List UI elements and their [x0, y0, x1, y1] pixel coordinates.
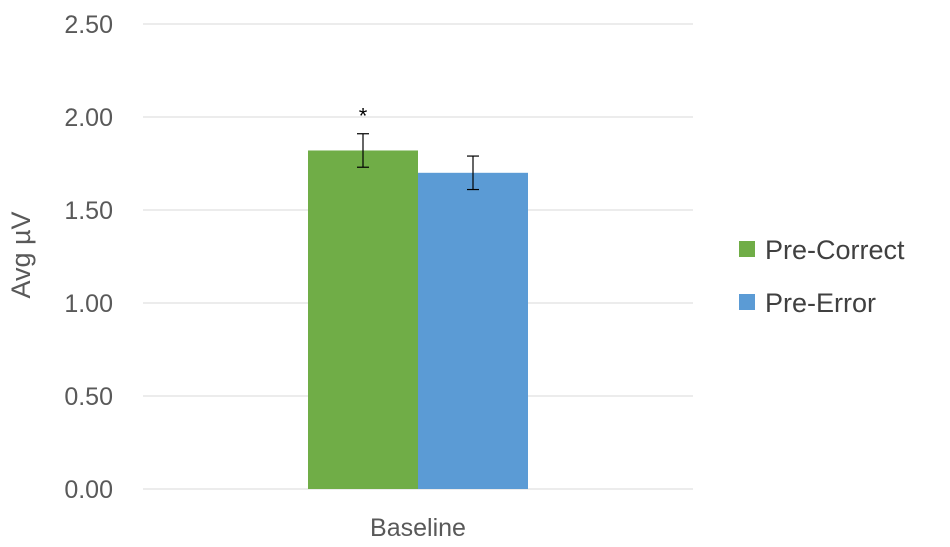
legend-label: Pre-Correct — [765, 235, 905, 265]
y-axis-ticks: 0.00 0.50 1.00 1.50 2.00 2.50 — [64, 11, 113, 504]
bar-pre-error — [418, 172, 528, 490]
y-tick-label: 0.50 — [64, 383, 113, 411]
legend-swatch — [739, 294, 755, 310]
significance-marker: * — [359, 104, 368, 129]
y-tick-label: 2.00 — [64, 104, 113, 132]
y-tick-label: 1.00 — [64, 290, 113, 318]
y-tick-label: 2.50 — [64, 11, 113, 39]
x-tick-label: Baseline — [370, 514, 466, 542]
x-axis-ticks: Baseline — [370, 514, 466, 542]
legend: Pre-Correct Pre-Error — [739, 235, 905, 318]
legend-label: Pre-Error — [765, 288, 876, 318]
y-axis-title: Avg µV — [6, 211, 36, 298]
bar-pre-correct — [308, 150, 418, 490]
bars — [308, 150, 528, 490]
error-bars — [357, 133, 479, 191]
legend-swatch — [739, 241, 755, 257]
y-tick-label: 0.00 — [64, 476, 113, 504]
annotations: * — [359, 104, 368, 129]
y-tick-label: 1.50 — [64, 197, 113, 225]
